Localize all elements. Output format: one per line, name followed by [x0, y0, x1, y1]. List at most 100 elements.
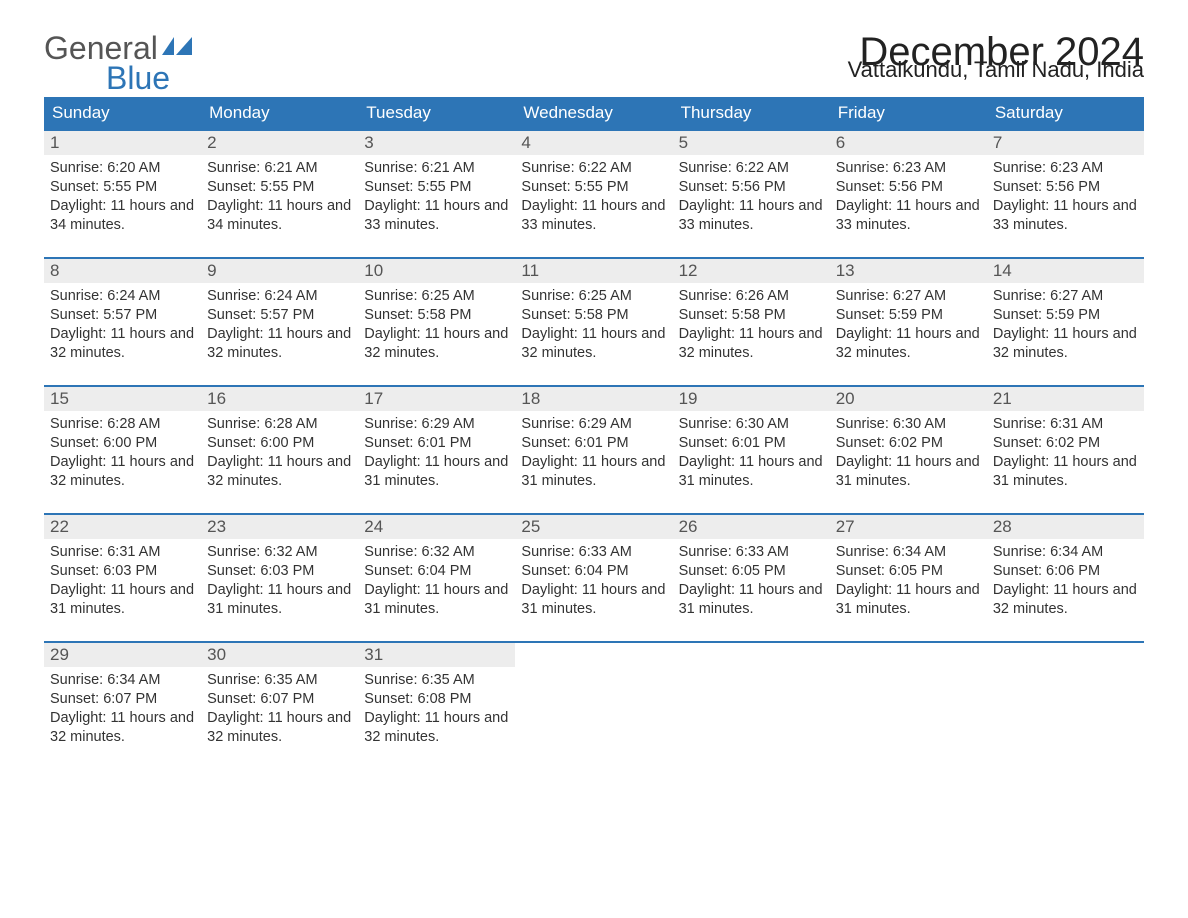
- daylight-line: Daylight: 11 hours and 31 minutes.: [364, 581, 509, 619]
- day-number: 21: [987, 387, 1144, 411]
- calendar-day: .: [673, 643, 830, 761]
- day-details: Sunrise: 6:31 AMSunset: 6:03 PMDaylight:…: [44, 539, 201, 624]
- sunrise-line: Sunrise: 6:28 AM: [50, 415, 195, 434]
- calendar-day: 16Sunrise: 6:28 AMSunset: 6:00 PMDayligh…: [201, 387, 358, 505]
- sunrise-line: Sunrise: 6:33 AM: [679, 543, 824, 562]
- calendar-week: 15Sunrise: 6:28 AMSunset: 6:00 PMDayligh…: [44, 385, 1144, 505]
- sunset-line: Sunset: 5:57 PM: [50, 306, 195, 325]
- day-details: Sunrise: 6:20 AMSunset: 5:55 PMDaylight:…: [44, 155, 201, 240]
- daylight-line: Daylight: 11 hours and 31 minutes.: [50, 581, 195, 619]
- calendar-day: 4Sunrise: 6:22 AMSunset: 5:55 PMDaylight…: [515, 131, 672, 249]
- day-number: 14: [987, 259, 1144, 283]
- sunrise-line: Sunrise: 6:24 AM: [207, 287, 352, 306]
- day-details: Sunrise: 6:35 AMSunset: 6:07 PMDaylight:…: [201, 667, 358, 752]
- day-details: Sunrise: 6:24 AMSunset: 5:57 PMDaylight:…: [44, 283, 201, 368]
- sunrise-line: Sunrise: 6:34 AM: [993, 543, 1138, 562]
- calendar-day: 24Sunrise: 6:32 AMSunset: 6:04 PMDayligh…: [358, 515, 515, 633]
- day-number: 17: [358, 387, 515, 411]
- day-details: Sunrise: 6:33 AMSunset: 6:05 PMDaylight:…: [673, 539, 830, 624]
- weekday-header: Monday: [201, 97, 358, 129]
- sunrise-line: Sunrise: 6:27 AM: [836, 287, 981, 306]
- calendar-day: 30Sunrise: 6:35 AMSunset: 6:07 PMDayligh…: [201, 643, 358, 761]
- daylight-line: Daylight: 11 hours and 31 minutes.: [679, 453, 824, 491]
- daylight-line: Daylight: 11 hours and 31 minutes.: [364, 453, 509, 491]
- sunrise-line: Sunrise: 6:27 AM: [993, 287, 1138, 306]
- day-details: Sunrise: 6:27 AMSunset: 5:59 PMDaylight:…: [987, 283, 1144, 368]
- day-number: 5: [673, 131, 830, 155]
- location-subtitle: Vattalkundu, Tamil Nadu, India: [848, 57, 1144, 83]
- day-details: Sunrise: 6:29 AMSunset: 6:01 PMDaylight:…: [515, 411, 672, 496]
- sunrise-line: Sunrise: 6:20 AM: [50, 159, 195, 178]
- weekday-header: Sunday: [44, 97, 201, 129]
- logo-word-2: Blue: [106, 60, 170, 97]
- sunrise-line: Sunrise: 6:28 AM: [207, 415, 352, 434]
- sunset-line: Sunset: 5:58 PM: [364, 306, 509, 325]
- daylight-line: Daylight: 11 hours and 33 minutes.: [836, 197, 981, 235]
- calendar-day: 28Sunrise: 6:34 AMSunset: 6:06 PMDayligh…: [987, 515, 1144, 633]
- day-number: 8: [44, 259, 201, 283]
- day-number: 26: [673, 515, 830, 539]
- calendar-day: 12Sunrise: 6:26 AMSunset: 5:58 PMDayligh…: [673, 259, 830, 377]
- calendar-day: 29 Sunrise: 6:34 AMSunset: 6:07 PMDayligh…: [44, 643, 201, 761]
- sunrise-line: Sunrise: 6:24 AM: [50, 287, 195, 306]
- day-number: 24: [358, 515, 515, 539]
- daylight-line: Daylight: 11 hours and 31 minutes.: [521, 453, 666, 491]
- sunrise-line: Sunrise: 6:23 AM: [993, 159, 1138, 178]
- sunset-line: Sunset: 6:07 PM: [50, 690, 195, 709]
- daylight-line: Daylight: 11 hours and 32 minutes.: [836, 325, 981, 363]
- sunrise-line: Sunrise: 6:29 AM: [521, 415, 666, 434]
- sunset-line: Sunset: 5:55 PM: [521, 178, 666, 197]
- sunrise-line: Sunrise: 6:32 AM: [207, 543, 352, 562]
- calendar-day: 11Sunrise: 6:25 AMSunset: 5:58 PMDayligh…: [515, 259, 672, 377]
- daylight-line: Daylight: 11 hours and 33 minutes.: [679, 197, 824, 235]
- daylight-line: Daylight: 11 hours and 32 minutes.: [50, 325, 195, 363]
- day-number: 30: [201, 643, 358, 667]
- daylight-line: Daylight: 11 hours and 32 minutes.: [521, 325, 666, 363]
- calendar-day: 25Sunrise: 6:33 AMSunset: 6:04 PMDayligh…: [515, 515, 672, 633]
- day-details: Sunrise: 6:26 AMSunset: 5:58 PMDaylight:…: [673, 283, 830, 368]
- day-details: Sunrise: 6:22 AMSunset: 5:56 PMDaylight:…: [673, 155, 830, 240]
- calendar-week: 1Sunrise: 6:20 AMSunset: 5:55 PMDaylight…: [44, 129, 1144, 249]
- calendar-week: 22Sunrise: 6:31 AMSunset: 6:03 PMDayligh…: [44, 513, 1144, 633]
- sunset-line: Sunset: 5:55 PM: [207, 178, 352, 197]
- daylight-line: Daylight: 11 hours and 32 minutes.: [207, 453, 352, 491]
- calendar-day: 17Sunrise: 6:29 AMSunset: 6:01 PMDayligh…: [358, 387, 515, 505]
- daylight-line: Daylight: 11 hours and 33 minutes.: [993, 197, 1138, 235]
- daylight-line: Daylight: 11 hours and 32 minutes.: [364, 325, 509, 363]
- sunrise-line: Sunrise: 6:32 AM: [364, 543, 509, 562]
- calendar-day: .: [515, 643, 672, 761]
- calendar-day: .: [830, 643, 987, 761]
- day-details: Sunrise: 6:28 AMSunset: 6:00 PMDaylight:…: [44, 411, 201, 496]
- sunset-line: Sunset: 5:56 PM: [993, 178, 1138, 197]
- day-number: 23: [201, 515, 358, 539]
- sunrise-line: Sunrise: 6:31 AM: [993, 415, 1138, 434]
- calendar-day: 10Sunrise: 6:25 AMSunset: 5:58 PMDayligh…: [358, 259, 515, 377]
- daylight-line: Daylight: 11 hours and 32 minutes.: [50, 709, 195, 747]
- calendar-day: .: [987, 643, 1144, 761]
- day-number: 29: [44, 643, 201, 667]
- sunrise-line: Sunrise: 6:35 AM: [207, 671, 352, 690]
- day-details: Sunrise: 6:35 AMSunset: 6:08 PMDaylight:…: [358, 667, 515, 752]
- sunset-line: Sunset: 5:58 PM: [521, 306, 666, 325]
- calendar-day: 18Sunrise: 6:29 AMSunset: 6:01 PMDayligh…: [515, 387, 672, 505]
- day-number: 18: [515, 387, 672, 411]
- sunrise-line: Sunrise: 6:34 AM: [50, 671, 195, 690]
- sunrise-line: Sunrise: 6:34 AM: [836, 543, 981, 562]
- day-details: Sunrise: 6:24 AMSunset: 5:57 PMDaylight:…: [201, 283, 358, 368]
- day-details: Sunrise: 6:22 AMSunset: 5:55 PMDaylight:…: [515, 155, 672, 240]
- sunset-line: Sunset: 5:55 PM: [364, 178, 509, 197]
- day-number: 9: [201, 259, 358, 283]
- daylight-line: Daylight: 11 hours and 31 minutes.: [679, 581, 824, 619]
- calendar-day: 21Sunrise: 6:31 AMSunset: 6:02 PMDayligh…: [987, 387, 1144, 505]
- sunset-line: Sunset: 6:08 PM: [364, 690, 509, 709]
- day-details: Sunrise: 6:25 AMSunset: 5:58 PMDaylight:…: [515, 283, 672, 368]
- sunset-line: Sunset: 6:02 PM: [993, 434, 1138, 453]
- day-number: 27: [830, 515, 987, 539]
- day-number: 16: [201, 387, 358, 411]
- daylight-line: Daylight: 11 hours and 31 minutes.: [836, 581, 981, 619]
- day-details: Sunrise: 6:21 AMSunset: 5:55 PMDaylight:…: [358, 155, 515, 240]
- sunset-line: Sunset: 5:56 PM: [679, 178, 824, 197]
- day-details: Sunrise: 6:30 AMSunset: 6:02 PMDaylight:…: [830, 411, 987, 496]
- weekday-header: Friday: [830, 97, 987, 129]
- daylight-line: Daylight: 11 hours and 34 minutes.: [50, 197, 195, 235]
